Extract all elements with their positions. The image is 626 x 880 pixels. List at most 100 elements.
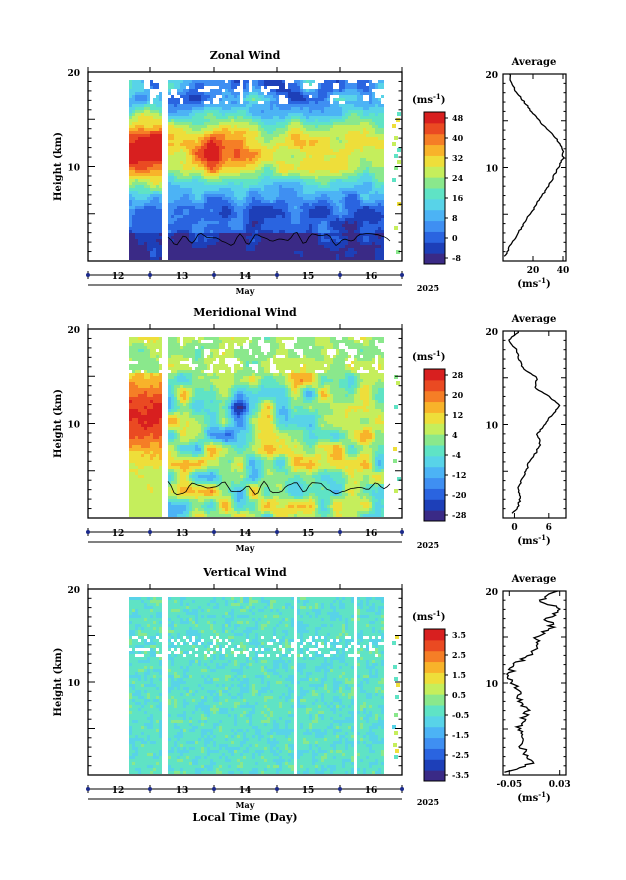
colorbar-swatch	[424, 423, 445, 434]
time-marker	[148, 273, 152, 277]
colorbar-label: 40	[452, 133, 464, 143]
average-x-tick-label: 0.03	[549, 780, 571, 790]
average-y-label: 20	[485, 588, 498, 598]
time-marker	[148, 530, 152, 534]
y-tick-label: 20	[67, 69, 80, 79]
average-x-tick-label: 0	[511, 523, 517, 533]
time-marker	[275, 273, 279, 277]
time-marker	[400, 530, 404, 534]
x-axis-label: Local Time (Day)	[192, 811, 297, 824]
colorbar-swatch	[424, 210, 445, 221]
colorbar-unit: (ms-1)	[412, 92, 445, 106]
colorbar-unit: (ms-1)	[412, 609, 445, 623]
colorbar-swatch	[424, 662, 445, 673]
colorbar-swatch	[424, 651, 445, 662]
colorbar-swatch	[424, 412, 445, 423]
average-x-tick-label: 20	[527, 266, 540, 276]
average-profile-line	[509, 331, 560, 513]
colorbar-swatch	[424, 683, 445, 694]
day-label: 13	[176, 529, 189, 539]
y-tick-label: 10	[67, 421, 80, 431]
colorbar-label: -3.5	[452, 770, 469, 780]
colorbar-swatch	[424, 748, 445, 759]
day-label: 14	[239, 529, 252, 539]
panel-title: Vertical Wind	[202, 566, 287, 579]
month-label: May	[236, 800, 255, 810]
average-y-label: 10	[485, 422, 498, 432]
colorbar-swatch	[424, 478, 445, 489]
colorbar-swatch	[424, 123, 445, 134]
colorbar-swatch	[424, 727, 445, 738]
month-label: May	[236, 543, 255, 553]
day-label: 13	[176, 272, 189, 282]
heatmap	[129, 589, 400, 775]
colorbar-label: -0.5	[452, 710, 469, 720]
time-marker	[400, 787, 404, 791]
colorbar-swatch	[424, 640, 445, 651]
colorbar-swatch	[424, 199, 445, 210]
time-marker	[275, 530, 279, 534]
colorbar-swatch	[424, 467, 445, 478]
time-marker	[338, 273, 342, 277]
average-title: Average	[511, 574, 557, 585]
time-marker	[275, 787, 279, 791]
colorbar-label: 8	[452, 213, 458, 223]
year-label: 2025	[417, 283, 439, 293]
day-label: 12	[112, 272, 125, 282]
colorbar-swatch	[424, 629, 445, 640]
colorbar-swatch	[424, 242, 445, 253]
panel-title: Zonal Wind	[210, 49, 281, 62]
colorbar-label: 48	[452, 113, 464, 123]
colorbar-swatch	[424, 391, 445, 402]
colorbar-unit: (ms-1)	[412, 349, 445, 363]
colorbar-swatch	[424, 231, 445, 242]
month-label: May	[236, 286, 255, 296]
average-unit: (ms-1)	[517, 276, 550, 290]
y-tick-label: 20	[67, 586, 80, 596]
colorbar-swatch	[424, 434, 445, 445]
panel-title: Meridional Wind	[193, 306, 297, 319]
y-axis-label: Height (km)	[53, 648, 64, 717]
time-marker	[86, 273, 90, 277]
y-axis-label: Height (km)	[53, 132, 64, 201]
colorbar-label: -20	[452, 490, 467, 500]
average-y-label: 10	[485, 165, 498, 175]
colorbar-label: 1.5	[452, 670, 466, 680]
y-axis-label: Height (km)	[53, 389, 64, 458]
day-label: 14	[239, 272, 252, 282]
year-label: 2025	[417, 797, 439, 807]
day-label: 12	[112, 529, 125, 539]
colorbar-swatch	[424, 510, 445, 521]
colorbar-swatch	[424, 672, 445, 683]
average-y-label: 20	[485, 328, 498, 338]
colorbar-label: 4	[452, 430, 458, 440]
colorbar-label: 16	[452, 193, 464, 203]
colorbar-swatch	[424, 134, 445, 145]
average-title: Average	[511, 57, 557, 68]
day-label: 16	[365, 529, 378, 539]
colorbar-label: -28	[452, 510, 467, 520]
colorbar-swatch	[424, 369, 445, 380]
colorbar-label: 20	[452, 390, 464, 400]
colorbar-label: 2.5	[452, 650, 466, 660]
average-profile-line	[504, 74, 564, 256]
colorbar-swatch	[424, 488, 445, 499]
colorbar-swatch	[424, 188, 445, 199]
average-frame	[503, 591, 566, 775]
colorbar-swatch	[424, 738, 445, 749]
time-marker	[212, 273, 216, 277]
average-title: Average	[511, 314, 557, 325]
data-gap	[354, 589, 357, 775]
time-marker	[212, 787, 216, 791]
y-tick-label: 10	[67, 164, 80, 174]
time-marker	[148, 787, 152, 791]
y-tick-label: 20	[67, 326, 80, 336]
y-tick-label: 10	[67, 679, 80, 689]
colorbar-swatch	[424, 759, 445, 770]
colorbar-swatch	[424, 499, 445, 510]
colorbar-swatch	[424, 402, 445, 413]
average-frame	[503, 74, 566, 261]
time-marker	[338, 787, 342, 791]
